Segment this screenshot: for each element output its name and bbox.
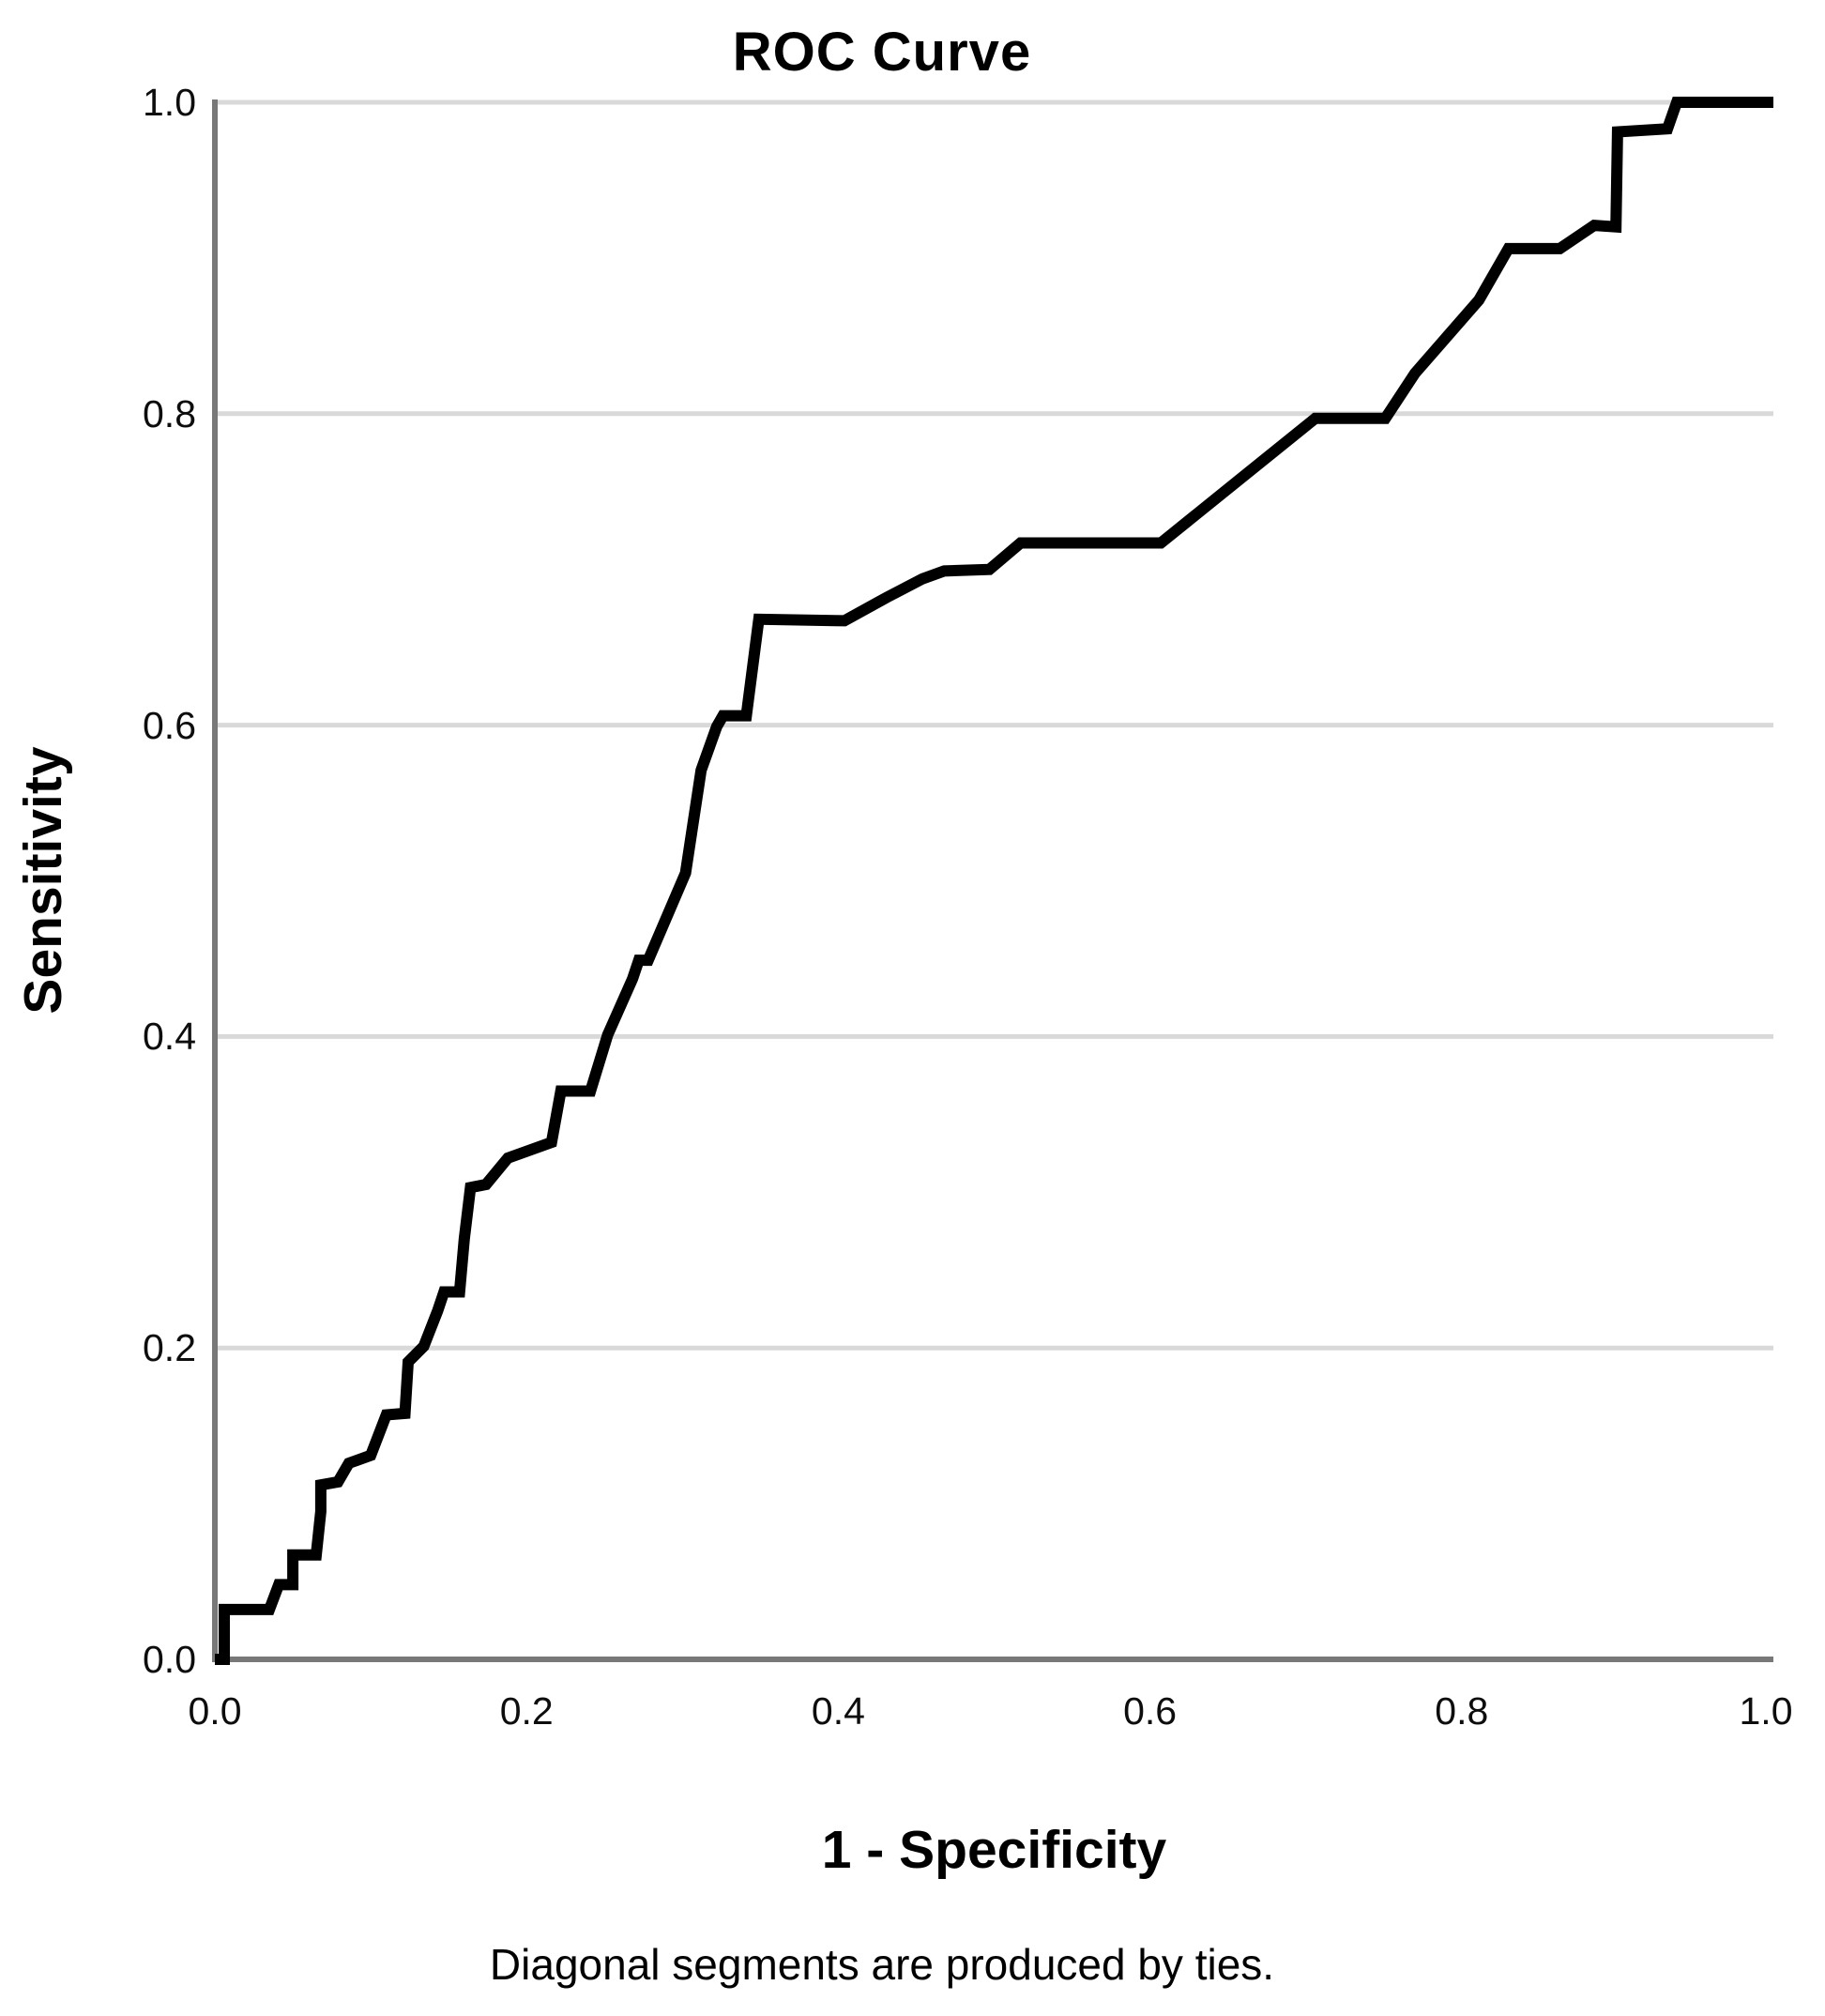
x-tick-label-0.4: 0.4: [811, 1689, 865, 1733]
x-tick-label-0.6: 0.6: [1123, 1689, 1178, 1733]
roc-curve-line: [215, 97, 1773, 1665]
y-tick-label-1.0: 1.0: [143, 81, 196, 124]
gridlines: [215, 99, 1773, 1351]
chart-footnote: Diagonal segments are produced by ties.: [489, 1940, 1275, 1989]
axes: [212, 99, 1773, 1662]
x-tick-label-0.0: 0.0: [188, 1689, 242, 1733]
series: [215, 97, 1773, 1665]
y-tick-label-0.2: 0.2: [143, 1326, 196, 1370]
chart-title: ROC Curve: [732, 22, 1032, 83]
y-tick-label-0.6: 0.6: [143, 703, 196, 747]
y-tick-label-0.8: 0.8: [143, 391, 196, 435]
x-tick-label-1.0: 1.0: [1739, 1689, 1793, 1733]
x-axis-title: 1 - Specificity: [821, 1820, 1167, 1880]
y-tick-label-0.0: 0.0: [143, 1638, 196, 1681]
x-tick-label-0.2: 0.2: [499, 1689, 554, 1733]
y-tick-label-0.4: 0.4: [143, 1015, 196, 1059]
x-tick-label-0.8: 0.8: [1435, 1689, 1489, 1733]
